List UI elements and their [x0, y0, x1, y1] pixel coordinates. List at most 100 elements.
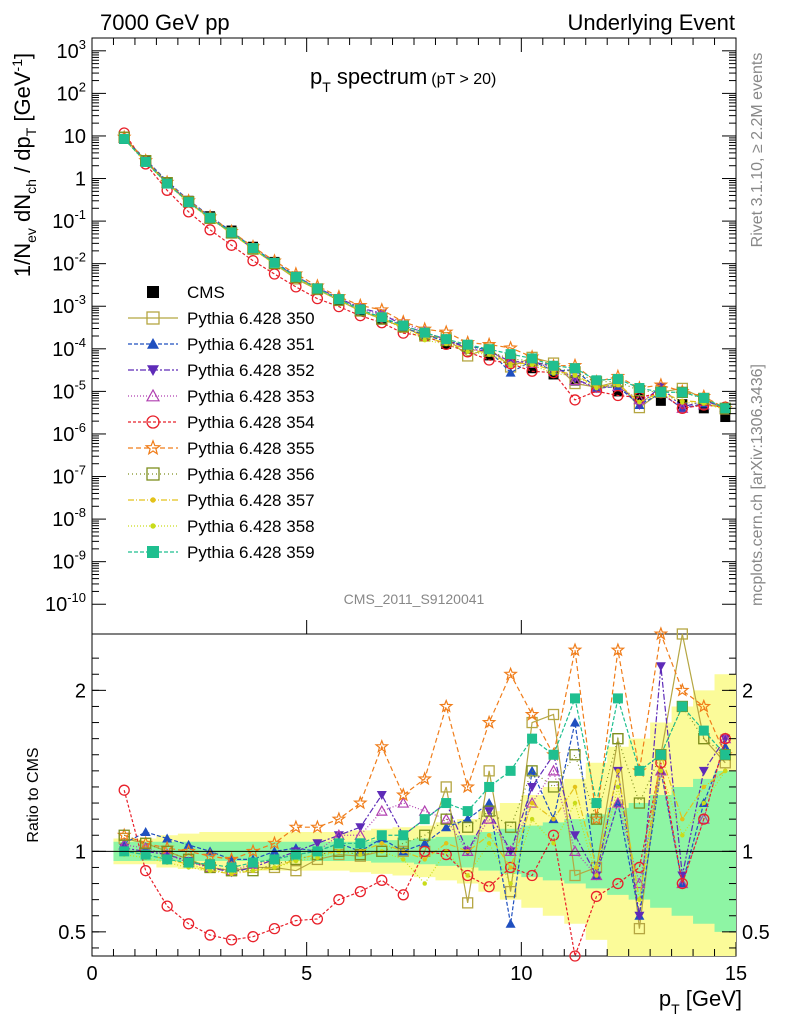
top-series-point	[677, 387, 688, 398]
ratio-series-point	[547, 781, 560, 793]
top-series-point	[398, 320, 409, 331]
ratio-series-point	[358, 852, 363, 857]
ratio-series-point	[333, 838, 344, 849]
ratio-series-point	[594, 865, 599, 870]
ratio-series-point	[505, 918, 516, 928]
ratio-series-point	[483, 805, 495, 817]
ratio-series-line	[123, 738, 726, 959]
cms-point	[698, 403, 709, 414]
ratio-series-point	[720, 749, 731, 760]
ratio-series-point	[569, 869, 581, 882]
ratio-series-point	[567, 642, 583, 657]
ratio-series-point	[674, 682, 690, 697]
ratio-series-point	[504, 821, 517, 833]
ratio-series-point	[182, 918, 195, 930]
ratio-series-point	[697, 812, 710, 824]
ratio-series-point	[551, 816, 556, 822]
top-series-point	[290, 271, 301, 282]
legend-item: CMS	[147, 283, 225, 302]
ratio-series-point	[418, 804, 431, 816]
top-series-point	[205, 212, 216, 223]
ratio-series-point	[352, 795, 368, 810]
ratio-series-point	[422, 857, 427, 862]
top-series-point	[269, 257, 280, 268]
ratio-series-point	[397, 796, 410, 808]
ratio-y-tick-label: 1	[75, 841, 86, 863]
ratio-series-point	[594, 873, 599, 878]
top-series-point	[484, 344, 495, 355]
ratio-series-point	[312, 839, 323, 849]
top-series-point	[204, 224, 216, 236]
ratio-series-point	[440, 813, 452, 825]
top-series-point	[462, 339, 473, 350]
top-series-point	[333, 294, 344, 305]
ratio-series-point	[486, 841, 492, 846]
top-series-point	[140, 156, 151, 167]
ratio-series-point	[205, 859, 216, 870]
ratio-series-point	[419, 829, 431, 841]
ratio-series-point	[202, 848, 218, 863]
ratio-series-point	[612, 693, 623, 704]
legend-label: Pythia 6.428 358	[187, 517, 315, 536]
ratio-series-point	[572, 800, 578, 806]
ratio-series-point	[375, 804, 388, 816]
top-series-point	[508, 363, 513, 369]
top-series-point	[376, 312, 387, 323]
top-series-point	[612, 374, 623, 385]
ratio-series-line	[123, 631, 726, 861]
ratio-series-point	[698, 813, 710, 825]
top-series-point	[548, 360, 559, 371]
header-right: Underlying Event	[567, 10, 735, 35]
top-series-point	[419, 327, 430, 338]
ratio-series-point	[653, 626, 669, 641]
ratio-series-point	[315, 855, 320, 861]
top-series-point	[572, 373, 578, 378]
ratio-series-point	[140, 865, 152, 877]
ratio-series-line	[124, 666, 726, 916]
legend-marker	[147, 546, 159, 558]
legend-marker	[144, 439, 162, 456]
ratio-series-point	[395, 787, 411, 802]
ratio-series-point	[162, 833, 173, 843]
ratio-series-point	[138, 835, 154, 850]
top-series-point	[247, 255, 259, 267]
y-tick-label: 1	[75, 169, 86, 191]
ratio-series-point	[440, 812, 453, 824]
top-series-point	[226, 227, 237, 238]
legend: CMS Pythia 6.428 350 Pythia 6.428 351 Pythi…	[128, 283, 315, 562]
ratio-series-point	[483, 881, 495, 893]
top-series-point	[591, 375, 602, 386]
legend-label: Pythia 6.428 357	[187, 491, 315, 510]
ratio-series-point	[484, 781, 495, 792]
ratio-series-point	[422, 881, 427, 886]
ratio-series-point	[719, 732, 732, 744]
ratio-series-point	[140, 849, 151, 860]
legend-label: Pythia 6.428 354	[187, 413, 315, 432]
ratio-series-point	[615, 768, 621, 774]
ratio-series-point	[698, 725, 709, 736]
ratio-series-point	[547, 829, 560, 841]
legend-marker	[146, 311, 160, 325]
top-series-point	[162, 178, 173, 189]
ratio-series-point	[548, 749, 559, 760]
legend-item: Pythia 6.428 358	[128, 517, 315, 536]
y-tick-label: 103	[57, 37, 86, 63]
side-rivet-label: Rivet 3.1.10, ≥ 2.2M events	[749, 53, 766, 248]
ratio-series-point	[267, 835, 282, 850]
top-series	[116, 127, 733, 423]
ratio-y-tick-label: 0.5	[58, 922, 86, 944]
ratio-series-point	[676, 877, 689, 889]
legend-marker	[145, 388, 161, 402]
ratio-series-point	[633, 922, 646, 935]
top-series-point	[569, 394, 581, 406]
ratio-series-point	[355, 838, 366, 849]
ratio-series-point	[116, 827, 132, 842]
ratio-series-point	[569, 749, 581, 761]
ratio-series-point	[484, 798, 495, 808]
cms-point	[655, 395, 666, 406]
top-series-point	[637, 399, 642, 405]
ratio-series-point	[570, 693, 580, 704]
header-left: 7000 GeV pp	[100, 10, 230, 35]
legend-label: Pythia 6.428 352	[187, 361, 315, 380]
ratio-series-point	[204, 929, 216, 941]
